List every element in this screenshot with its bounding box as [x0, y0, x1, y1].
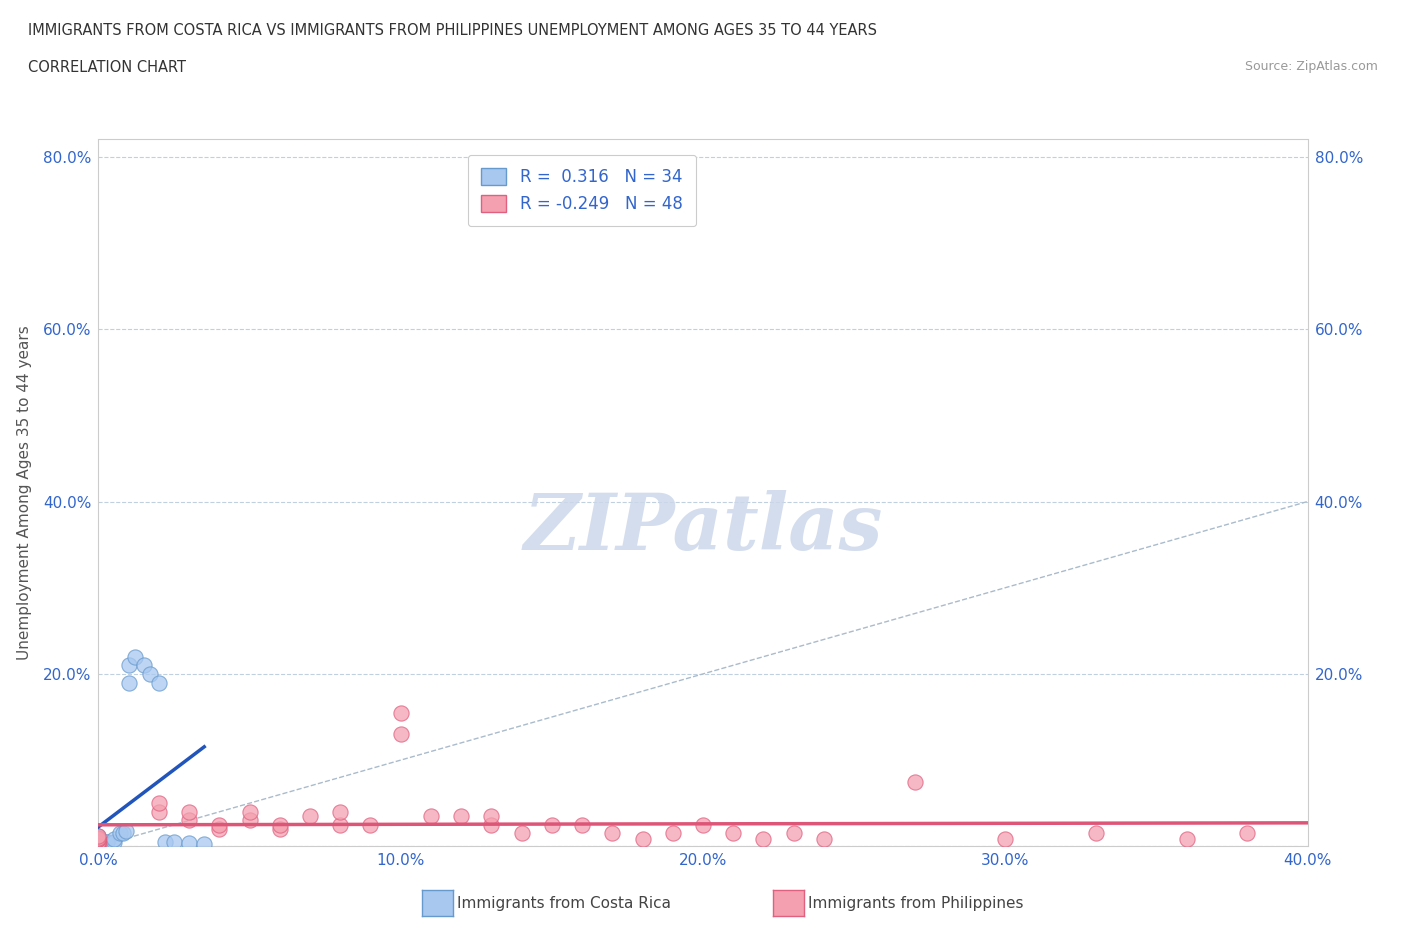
Point	[96, 834, 118, 849]
Point	[631, 832, 654, 847]
Point	[148, 804, 170, 819]
Point	[450, 809, 472, 824]
Point	[1085, 826, 1108, 841]
Y-axis label: Unemployment Among Ages 35 to 44 years: Unemployment Among Ages 35 to 44 years	[17, 326, 32, 660]
Point	[723, 826, 745, 841]
Point	[87, 833, 110, 848]
Text: Immigrants from Costa Rica: Immigrants from Costa Rica	[457, 896, 671, 910]
Point	[1175, 832, 1198, 847]
Point	[87, 839, 110, 854]
Point	[87, 839, 110, 854]
Point	[360, 817, 382, 832]
Point	[87, 839, 110, 854]
Point	[96, 834, 118, 849]
Point	[148, 796, 170, 811]
Point	[752, 832, 775, 847]
Point	[87, 831, 110, 846]
Point	[87, 834, 110, 849]
Point	[87, 834, 110, 849]
Text: ZIPatlas: ZIPatlas	[523, 490, 883, 566]
Point	[87, 830, 110, 845]
Point	[87, 836, 110, 851]
Point	[132, 658, 155, 672]
Point	[481, 817, 503, 832]
Point	[87, 837, 110, 852]
Point	[124, 649, 146, 664]
Point	[87, 836, 110, 851]
Point	[87, 835, 110, 850]
Point	[1236, 826, 1258, 841]
Point	[239, 813, 262, 828]
Point	[813, 832, 835, 847]
Point	[87, 834, 110, 849]
Point	[87, 829, 110, 844]
Point	[239, 804, 262, 819]
Point	[193, 836, 215, 851]
Point	[87, 839, 110, 854]
Point	[329, 817, 352, 832]
Point	[111, 826, 134, 841]
Point	[87, 832, 110, 847]
Point	[783, 826, 806, 841]
Point	[269, 821, 291, 836]
Point	[481, 809, 503, 824]
Point	[87, 829, 110, 844]
Point	[103, 832, 125, 847]
Point	[108, 826, 131, 841]
Point	[420, 809, 443, 824]
Point	[571, 817, 593, 832]
Point	[87, 833, 110, 848]
Point	[87, 834, 110, 849]
Point	[87, 839, 110, 854]
Point	[87, 834, 110, 849]
Point	[87, 832, 110, 847]
Point	[540, 817, 562, 832]
Point	[118, 675, 141, 690]
Point	[139, 667, 162, 682]
Point	[179, 813, 201, 828]
Point	[87, 832, 110, 847]
Point	[87, 830, 110, 845]
Point	[148, 675, 170, 690]
Point	[510, 826, 533, 841]
Text: Source: ZipAtlas.com: Source: ZipAtlas.com	[1244, 60, 1378, 73]
Point	[179, 835, 201, 850]
Legend: R =  0.316   N = 34, R = -0.249   N = 48: R = 0.316 N = 34, R = -0.249 N = 48	[468, 155, 696, 226]
Point	[662, 826, 685, 841]
Point	[87, 839, 110, 854]
Point	[904, 774, 927, 789]
Point	[692, 817, 714, 832]
Point	[87, 830, 110, 845]
Point	[163, 834, 186, 849]
Point	[208, 817, 231, 832]
Point	[299, 809, 322, 824]
Point	[329, 804, 352, 819]
Text: Immigrants from Philippines: Immigrants from Philippines	[808, 896, 1024, 910]
Point	[87, 832, 110, 847]
Point	[87, 834, 110, 849]
Point	[994, 832, 1017, 847]
Point	[389, 727, 412, 742]
Point	[114, 823, 136, 838]
Text: IMMIGRANTS FROM COSTA RICA VS IMMIGRANTS FROM PHILIPPINES UNEMPLOYMENT AMONG AGE: IMMIGRANTS FROM COSTA RICA VS IMMIGRANTS…	[28, 23, 877, 38]
Point	[179, 804, 201, 819]
Point	[208, 821, 231, 836]
Point	[153, 834, 176, 849]
Text: CORRELATION CHART: CORRELATION CHART	[28, 60, 186, 75]
Point	[389, 705, 412, 720]
Point	[269, 817, 291, 832]
Point	[103, 834, 125, 849]
Point	[87, 834, 110, 849]
Point	[118, 658, 141, 672]
Point	[602, 826, 624, 841]
